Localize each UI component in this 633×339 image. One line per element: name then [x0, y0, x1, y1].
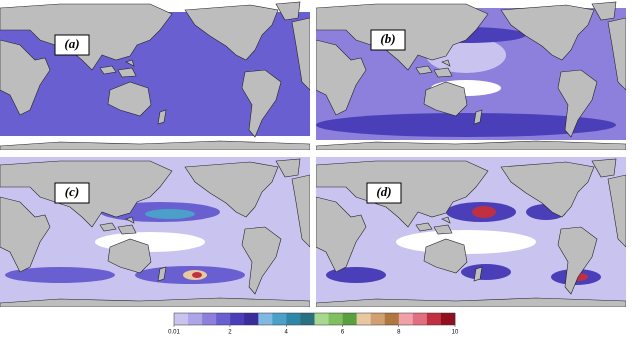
map-panel — [0, 157, 310, 307]
map-panel — [316, 0, 626, 150]
colorbar-segment — [370, 313, 386, 325]
colorbar-segment — [174, 313, 189, 325]
panel-label-text: (d) — [376, 184, 391, 199]
colorbar-frame — [173, 312, 456, 326]
colorbar-tick-label: 8 — [397, 330, 401, 336]
panel-label-text: (b) — [380, 31, 395, 46]
colorbar-tick-label: 10 — [452, 330, 459, 336]
colorbar-tick-label: 0.01 — [168, 330, 180, 336]
colorbar-tick-label: 6 — [341, 330, 345, 336]
colorbar-segment — [286, 313, 301, 325]
colorbar-segment — [272, 313, 287, 325]
panel-label: (b) — [370, 29, 406, 51]
panel-label: (a) — [54, 34, 90, 56]
panel-label-text: (a) — [64, 36, 79, 51]
panel-label: (d) — [366, 182, 402, 204]
colorbar-segment — [188, 313, 203, 325]
colorbar-segment — [342, 313, 357, 325]
colorbar-segment — [426, 313, 442, 325]
colorbar-segment — [356, 313, 371, 325]
colorbar-segment — [398, 313, 414, 325]
colorbar-segment — [300, 313, 315, 325]
colorbar-tick-label: 4 — [285, 330, 289, 336]
colorbar-segment — [258, 313, 273, 325]
colorbar-segment — [314, 313, 329, 325]
panel-label: (c) — [54, 182, 90, 204]
colorbar-segment — [244, 313, 259, 325]
colorbar-segment — [384, 313, 400, 325]
colorbar-segment — [328, 313, 343, 325]
colorbar-segment — [440, 313, 456, 325]
colorbar-segment — [412, 313, 428, 325]
colorbar: 0.01 2 4 6 8 10 — [168, 312, 459, 336]
colorbar-segment — [216, 313, 231, 325]
colorbar-tick-label: 2 — [228, 330, 232, 336]
map-panel — [316, 157, 626, 307]
colorbar-segment — [230, 313, 245, 325]
map-panel — [0, 0, 310, 150]
colorbar-segment — [202, 313, 217, 325]
panel-label-text: (c) — [65, 184, 79, 199]
